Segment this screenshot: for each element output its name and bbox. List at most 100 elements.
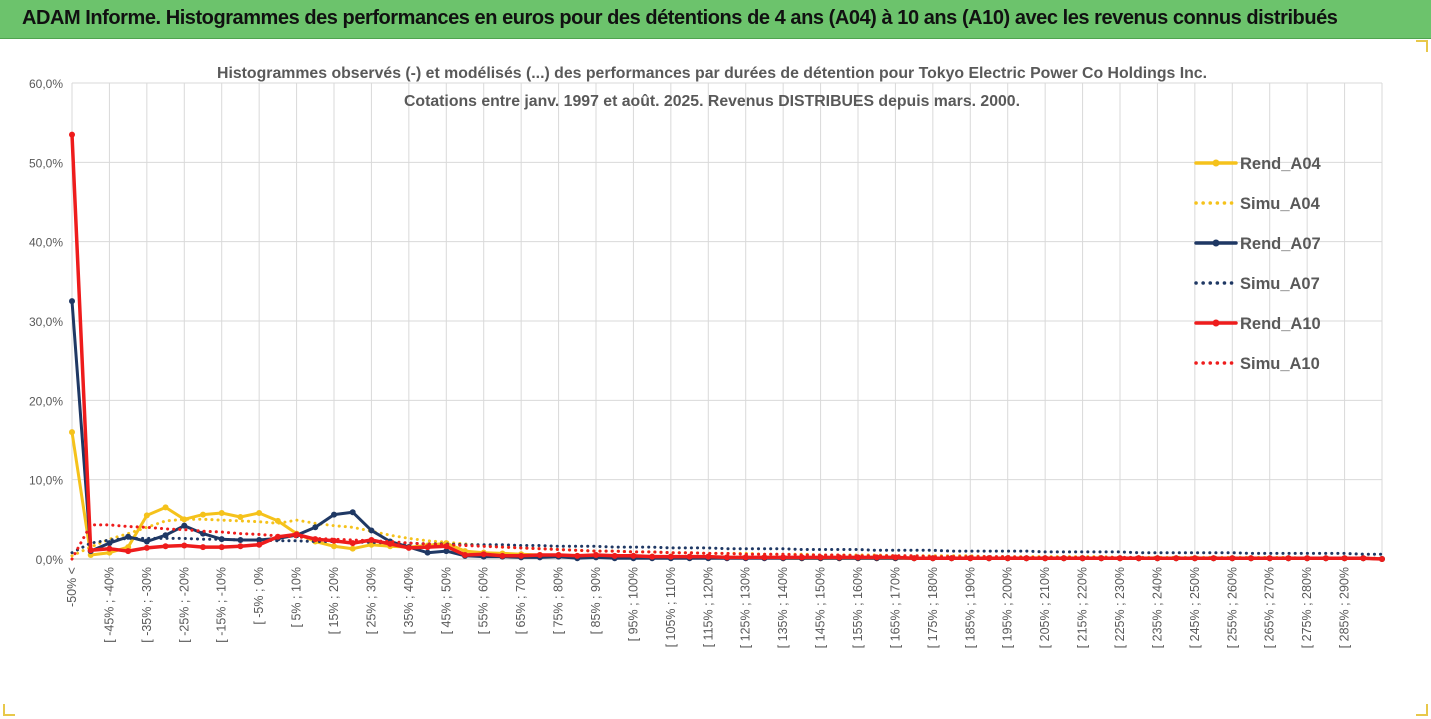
- frame-corner-bottom-right: [1416, 704, 1428, 716]
- point-rend_a10: [200, 544, 206, 551]
- x-tick-label: [ 285% ; 290%: [1338, 567, 1352, 648]
- point-rend_a04: [349, 545, 356, 552]
- series-lines: [69, 131, 1385, 562]
- point-rend_a04: [200, 511, 206, 518]
- x-tick-label: [ 55% ; 60%: [477, 567, 491, 634]
- point-rend_a10: [555, 552, 562, 559]
- x-tick-label: [ 165% ; 170%: [888, 567, 902, 648]
- x-tick-label: [ 265% ; 270%: [1263, 567, 1277, 648]
- frame-corner-top-right: [1416, 40, 1428, 52]
- x-tick-label: [ 145% ; 150%: [814, 567, 828, 648]
- point-rend_a10: [349, 540, 356, 547]
- x-tick-label: [ 225% ; 230%: [1113, 567, 1127, 648]
- point-rend_a10: [1154, 555, 1161, 562]
- point-rend_a10: [1191, 555, 1198, 562]
- series-line-simu_a07: [70, 536, 1384, 556]
- y-tick-label: 10,0%: [29, 474, 63, 488]
- point-rend_a10: [1210, 555, 1217, 562]
- axis-labels: 0,0% 10,0% 20,0% 30,0% 40,0% 50,0% 60,0% -50% <…: [29, 77, 1352, 648]
- point-rend_a07: [143, 538, 150, 545]
- point-rend_a10: [218, 544, 225, 551]
- point-rend_a04: [237, 513, 244, 520]
- chart-title: Histogrammes observés (-) et modélisés (…: [217, 65, 1207, 82]
- legend-marker-rend_a07: [1212, 239, 1220, 247]
- point-rend_a10: [181, 542, 188, 549]
- point-rend_a07: [162, 532, 169, 539]
- point-rend_a07: [331, 511, 337, 518]
- point-rend_a07: [106, 540, 113, 547]
- point-rend_a10: [761, 554, 768, 561]
- point-rend_a04: [218, 509, 225, 516]
- series-line-rend_a07: [70, 299, 1384, 561]
- point-rend_a10: [611, 552, 618, 559]
- x-tick-label: [ 75% ; 80%: [552, 567, 566, 634]
- y-tick-label: 0,0%: [36, 553, 64, 567]
- point-rend_a10: [780, 554, 787, 561]
- point-rend_a10: [162, 543, 169, 550]
- point-rend_a10: [125, 548, 132, 555]
- chart-subtitle: Cotations entre janv. 1997 et août. 2025…: [404, 93, 1020, 110]
- x-tick-label: [ -35% ; -30%: [140, 567, 154, 643]
- point-rend_a10: [87, 547, 94, 554]
- point-rend_a10: [499, 552, 506, 559]
- x-tick-label: [ 35% ; 40%: [402, 567, 416, 634]
- point-rend_a10: [368, 536, 375, 543]
- point-rend_a10: [630, 552, 637, 559]
- point-rend_a10: [574, 552, 581, 559]
- point-rend_a10: [143, 544, 150, 551]
- legend-label-rend_a04: Rend_A04: [1240, 155, 1322, 173]
- y-tick-label: 30,0%: [29, 315, 63, 329]
- series-line-rend_a10: [70, 132, 1384, 561]
- point-rend_a07: [349, 509, 356, 516]
- x-tick-label: [ 65% ; 70%: [514, 567, 528, 634]
- x-tick-label: [ 115% ; 120%: [701, 567, 715, 647]
- point-rend_a10: [518, 552, 525, 559]
- y-tick-label: 40,0%: [29, 236, 63, 250]
- point-rend_a04: [162, 504, 169, 511]
- point-rend_a07: [181, 522, 188, 529]
- x-tick-label: [ 95% ; 100%: [626, 567, 640, 641]
- x-tick-label: -50% <: [65, 567, 79, 607]
- point-rend_a10: [1229, 555, 1236, 562]
- y-tick-label: 20,0%: [29, 394, 63, 408]
- point-rend_a10: [742, 554, 749, 561]
- legend: Rend_A04 Simu_A04 Rend_A07 Simu_A07 Rend_A10…: [1194, 155, 1322, 373]
- report-header: ADAM Informe. Histogrammes des performan…: [0, 0, 1431, 39]
- point-rend_a04: [331, 543, 337, 550]
- point-rend_a10: [106, 545, 113, 552]
- point-rend_a04: [368, 541, 375, 548]
- x-tick-label: [ 255% ; 260%: [1225, 567, 1239, 648]
- x-tick-label: [ 205% ; 210%: [1038, 567, 1052, 648]
- x-tick-label: [ 45% ; 50%: [439, 567, 453, 634]
- x-tick-label: [ 195% ; 200%: [1001, 567, 1015, 648]
- x-tick-label: [ 275% ; 280%: [1300, 567, 1314, 648]
- legend-marker-rend_a04: [1212, 159, 1220, 167]
- point-rend_a10: [911, 555, 918, 562]
- legend-marker-rend_a10: [1212, 319, 1220, 327]
- point-rend_a10: [724, 554, 730, 561]
- x-tick-label: [ -15% ; -10%: [215, 567, 229, 643]
- legend-label-rend_a10: Rend_A10: [1240, 315, 1321, 333]
- x-tick-label: [ 245% ; 250%: [1188, 567, 1202, 648]
- point-rend_a04: [181, 516, 188, 523]
- x-tick-label: [ -5% ; 0%: [252, 567, 266, 625]
- point-rend_a10: [686, 553, 693, 560]
- report-title: ADAM Informe. Histogrammes des performan…: [22, 7, 1338, 29]
- point-rend_a10: [667, 553, 674, 560]
- point-rend_a10: [424, 544, 431, 551]
- point-rend_a04: [256, 509, 263, 516]
- point-rend_a10: [1173, 555, 1180, 562]
- x-tick-label: [ 175% ; 180%: [926, 567, 940, 648]
- point-rend_a10: [536, 552, 543, 559]
- point-rend_a10: [237, 543, 244, 550]
- point-rend_a10: [69, 131, 75, 138]
- point-rend_a04: [143, 512, 150, 519]
- point-rend_a07: [368, 527, 375, 534]
- x-tick-label: [ 135% ; 140%: [776, 567, 790, 648]
- x-tick-label: [ 5% ; 10%: [290, 567, 304, 627]
- point-rend_a10: [405, 544, 412, 551]
- point-rend_a10: [705, 553, 712, 560]
- point-rend_a04: [69, 429, 75, 436]
- legend-label-simu_a07: Simu_A07: [1240, 275, 1320, 293]
